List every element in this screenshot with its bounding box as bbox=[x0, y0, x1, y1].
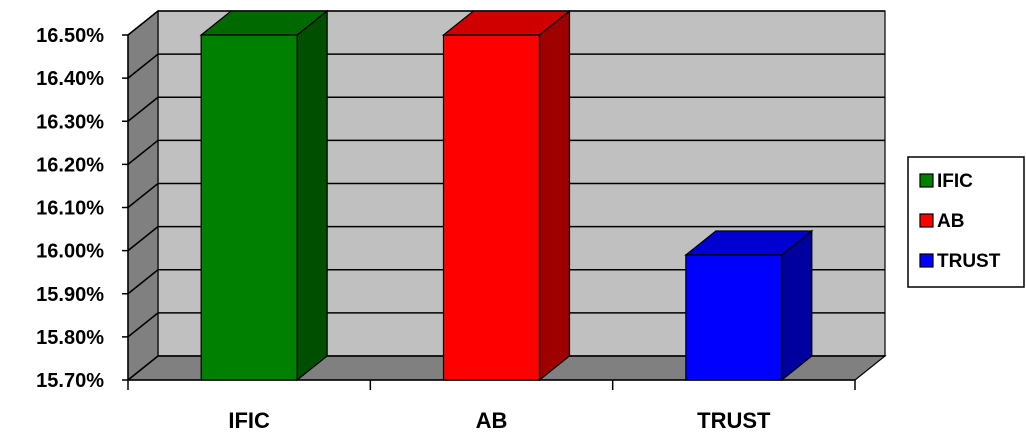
y-axis-ticks: 16.50% 16.40% 16.30% 16.20% 16.10% 16.00% 15.9… bbox=[36, 25, 129, 392]
bar-front bbox=[442, 34, 541, 381]
gridlines bbox=[127, 10, 885, 381]
x-tick-label: TRUST bbox=[697, 408, 771, 433]
gridline bbox=[127, 182, 885, 209]
y-tick-label: 16.00% bbox=[36, 241, 104, 263]
bar-ific bbox=[199, 9, 329, 382]
gridline bbox=[127, 53, 885, 79]
bar-front bbox=[685, 254, 783, 381]
bar-side bbox=[296, 9, 328, 382]
legend-swatch bbox=[919, 173, 934, 188]
bar-side bbox=[538, 9, 571, 382]
bar-ab bbox=[441, 9, 572, 382]
legend-label: AB bbox=[937, 211, 964, 232]
gridline bbox=[127, 139, 885, 165]
y-tick-label: 16.30% bbox=[36, 111, 104, 133]
y-tick-label: 16.20% bbox=[36, 154, 104, 176]
y-tick-label: 15.90% bbox=[36, 284, 104, 306]
gridline bbox=[127, 225, 885, 252]
y-tick-label: 16.10% bbox=[36, 198, 104, 220]
gridline bbox=[127, 96, 885, 122]
bar-side bbox=[781, 229, 813, 382]
x-axis: IFIC AB TRUST bbox=[127, 379, 856, 433]
x-tick-label: AB bbox=[476, 408, 508, 433]
legend-swatch bbox=[919, 253, 934, 268]
legend: IFIC AB TRUST bbox=[907, 156, 1025, 288]
y-tick-label: 15.70% bbox=[36, 370, 104, 392]
y-tick-label: 16.40% bbox=[36, 68, 104, 90]
y-tick-label: 15.80% bbox=[36, 327, 104, 349]
gridline bbox=[127, 355, 885, 381]
bar-trust bbox=[684, 229, 814, 382]
gridline bbox=[127, 312, 885, 338]
x-tick-label: IFIC bbox=[228, 408, 270, 433]
gridline bbox=[127, 10, 885, 36]
legend-label: TRUST bbox=[937, 251, 1001, 272]
legend-swatch bbox=[919, 213, 934, 228]
legend-label: IFIC bbox=[937, 171, 973, 192]
y-tick-label: 16.50% bbox=[36, 25, 104, 47]
bars bbox=[199, 9, 814, 382]
gridline bbox=[127, 268, 885, 295]
bar-front bbox=[200, 34, 298, 381]
